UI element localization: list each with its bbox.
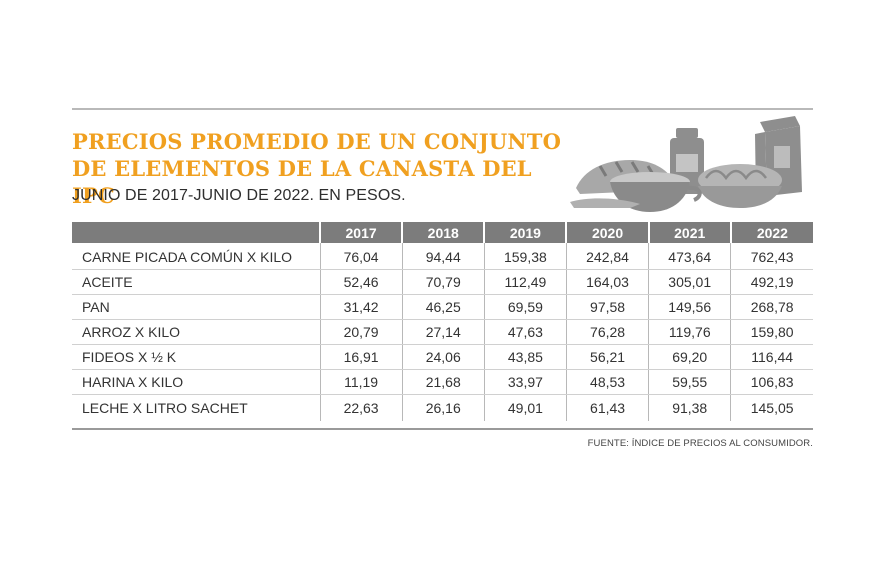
table-cell: 473,64 bbox=[648, 243, 731, 270]
table-cell: 22,63 bbox=[319, 394, 403, 421]
row-label: CARNE PICADA COMÚN X KILO bbox=[72, 243, 321, 270]
table-cell: 94,44 bbox=[401, 243, 485, 270]
table-cell: 11,19 bbox=[319, 369, 403, 395]
bottom-rule bbox=[72, 428, 813, 430]
table-cell: 76,04 bbox=[319, 243, 403, 270]
table-row: LECHE X LITRO SACHET 22,63 26,16 49,01 6… bbox=[72, 394, 813, 421]
row-label: FIDEOS X ½ K bbox=[72, 344, 321, 370]
row-label: ACEITE bbox=[72, 269, 321, 295]
table-cell: 164,03 bbox=[565, 269, 649, 295]
table-cell: 61,43 bbox=[565, 394, 649, 421]
table-cell: 48,53 bbox=[565, 369, 649, 395]
chart-title-line-2: DE ELEMENTOS DE LA CANASTA DEL IPC bbox=[72, 156, 532, 208]
table-cell: 46,25 bbox=[401, 294, 485, 320]
header-label-cell bbox=[72, 222, 321, 243]
table-cell: 56,21 bbox=[565, 344, 649, 370]
prices-table: 2017 2018 2019 2020 2021 2022 CARNE PICA… bbox=[72, 222, 813, 421]
table-row: FIDEOS X ½ K 16,91 24,06 43,85 56,21 69,… bbox=[72, 344, 813, 370]
source-note: FUENTE: ÍNDICE DE PRECIOS AL CONSUMIDOR. bbox=[587, 438, 813, 449]
table-cell: 159,38 bbox=[483, 243, 567, 270]
table-cell: 31,42 bbox=[319, 294, 403, 320]
table-cell: 24,06 bbox=[401, 344, 485, 370]
row-label: PAN bbox=[72, 294, 321, 320]
table-cell: 70,79 bbox=[401, 269, 485, 295]
table-row: HARINA X KILO 11,19 21,68 33,97 48,53 59… bbox=[72, 369, 813, 395]
table-cell: 145,05 bbox=[730, 394, 813, 421]
row-label: HARINA X KILO bbox=[72, 369, 321, 395]
table-row: CARNE PICADA COMÚN X KILO 76,04 94,44 15… bbox=[72, 243, 813, 270]
grocery-items-icon bbox=[570, 116, 802, 212]
table-row: ACEITE 52,46 70,79 112,49 164,03 305,01 … bbox=[72, 269, 813, 295]
table-cell: 116,44 bbox=[730, 344, 813, 370]
row-label: LECHE X LITRO SACHET bbox=[82, 400, 248, 416]
table-cell: 91,38 bbox=[648, 394, 731, 421]
table-cell: 69,20 bbox=[648, 344, 731, 370]
table-cell: 52,46 bbox=[319, 269, 403, 295]
table-cell: 268,78 bbox=[730, 294, 813, 320]
table-cell: 492,19 bbox=[730, 269, 813, 295]
table-cell: 119,76 bbox=[648, 319, 731, 345]
table-cell: 112,49 bbox=[483, 269, 567, 295]
table-cell: 21,68 bbox=[401, 369, 485, 395]
table-header-row: 2017 2018 2019 2020 2021 2022 bbox=[72, 222, 813, 243]
chart-subtitle: JUNIO DE 2017-JUNIO DE 2022. EN PESOS. bbox=[72, 187, 406, 204]
table-cell: 69,59 bbox=[483, 294, 567, 320]
table-cell: 762,43 bbox=[730, 243, 813, 270]
table-cell: 26,16 bbox=[401, 394, 485, 421]
table-cell: 27,14 bbox=[401, 319, 485, 345]
table-cell: 20,79 bbox=[319, 319, 403, 345]
table-cell: 16,91 bbox=[319, 344, 403, 370]
table-cell: 33,97 bbox=[483, 369, 567, 395]
column-header: 2017 bbox=[319, 222, 403, 243]
table-cell: 149,56 bbox=[648, 294, 731, 320]
table-cell: 305,01 bbox=[648, 269, 731, 295]
table-cell: 106,83 bbox=[730, 369, 813, 395]
column-header: 2019 bbox=[483, 222, 567, 243]
table-cell: 242,84 bbox=[565, 243, 649, 270]
table-cell: 47,63 bbox=[483, 319, 567, 345]
table-cell: 97,58 bbox=[565, 294, 649, 320]
table-cell: 159,80 bbox=[730, 319, 813, 345]
row-label: ARROZ X KILO bbox=[72, 319, 321, 345]
column-header: 2021 bbox=[647, 222, 731, 243]
chart-title: PRECIOS PROMEDIO DE UN CONJUNTO DE ELEME… bbox=[72, 128, 572, 209]
column-header: 2020 bbox=[565, 222, 649, 243]
column-header: 2018 bbox=[401, 222, 485, 243]
table-cell: 76,28 bbox=[565, 319, 649, 345]
table-cell: 49,01 bbox=[483, 394, 567, 421]
table-row: ARROZ X KILO 20,79 27,14 47,63 76,28 119… bbox=[72, 319, 813, 345]
chart-title-line-1: PRECIOS PROMEDIO DE UN CONJUNTO bbox=[72, 129, 562, 154]
table-row: PAN 31,42 46,25 69,59 97,58 149,56 268,7… bbox=[72, 294, 813, 320]
top-rule bbox=[72, 108, 813, 110]
table-cell: 59,55 bbox=[648, 369, 731, 395]
column-header: 2022 bbox=[729, 222, 813, 243]
table-cell: 43,85 bbox=[483, 344, 567, 370]
